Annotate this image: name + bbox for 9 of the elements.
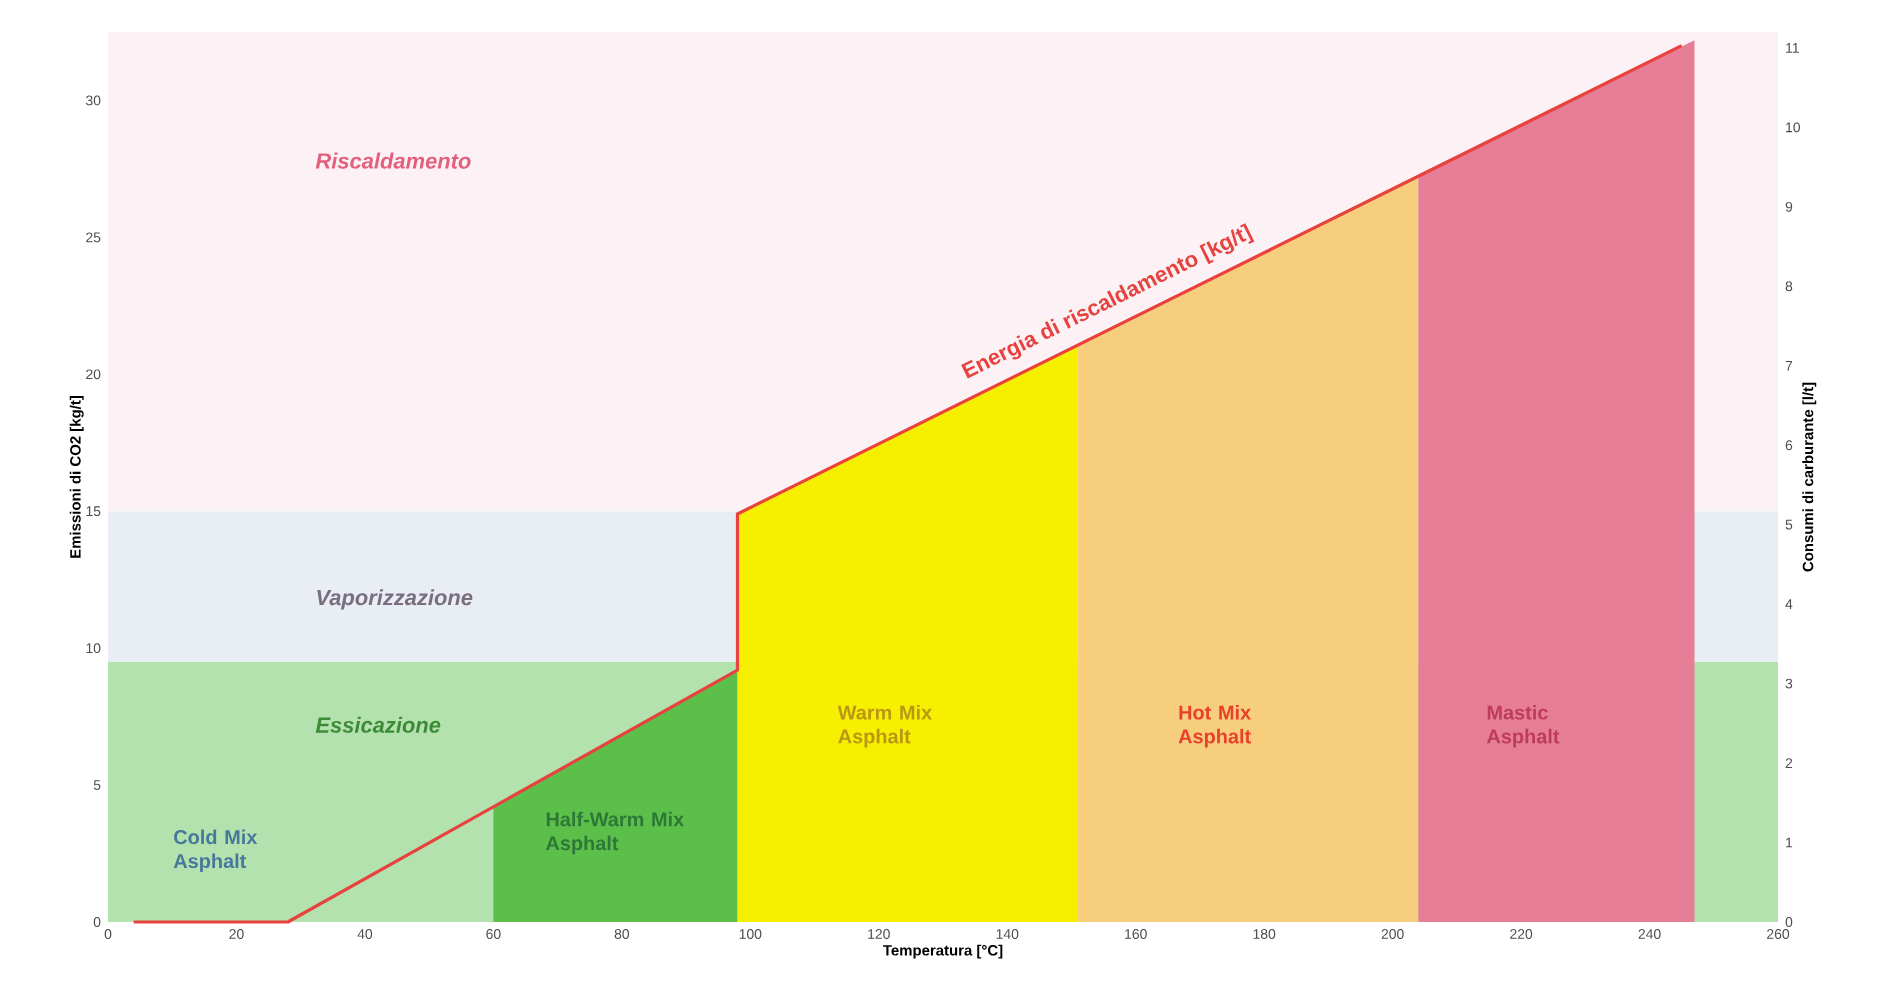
band-label: Riscaldamento [315, 152, 471, 169]
annotation: Cold Mix Asphalt [173, 829, 258, 873]
band-label: Essicazione [315, 716, 441, 733]
series-label: Warm Mix Asphalt [837, 704, 933, 748]
line-series [132, 44, 1684, 924]
band-label: Vaporizzazione [317, 589, 473, 610]
series-label: Hot Mix Asphalt [1178, 704, 1252, 748]
series-label: Mastic Asphalt [1486, 704, 1560, 748]
series-label: Half-Warm Mix Asphalt [545, 811, 685, 855]
